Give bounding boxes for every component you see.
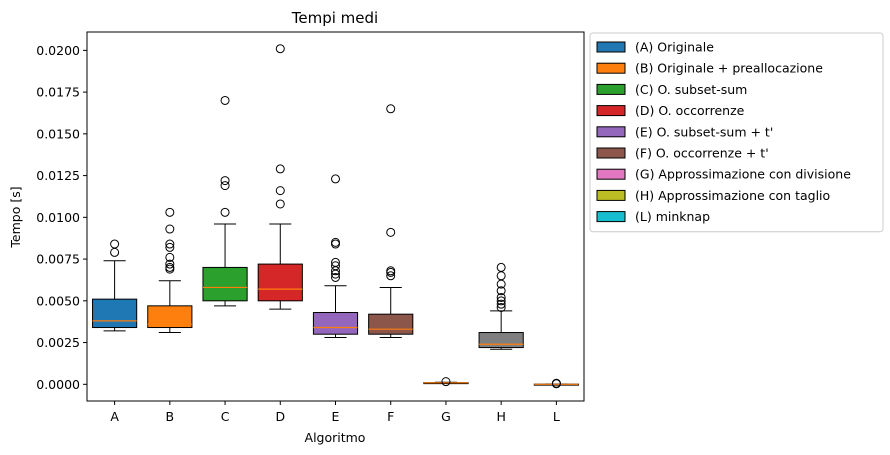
outlier-point [165, 207, 175, 217]
outlier-point [220, 176, 230, 186]
box-group-a [92, 239, 138, 332]
outlier-point [386, 104, 396, 114]
y-tick-label: 0.0075 [36, 252, 80, 267]
outlier-point [165, 252, 175, 262]
x-tick-label: E [332, 409, 340, 424]
legend-swatch [596, 83, 626, 95]
outlier-point [275, 164, 285, 174]
outlier-point [110, 247, 120, 257]
outlier-point [441, 377, 451, 387]
legend-label: (H) Approssimazione con taglio [635, 188, 830, 203]
x-tick-label: H [496, 409, 505, 424]
legend-label: (G) Approssimazione con divisione [635, 167, 851, 182]
outlier-point [331, 174, 340, 184]
y-axis-title: Tempo [s] [8, 186, 23, 248]
box-group-h [478, 262, 524, 350]
outlier-point [496, 292, 506, 302]
legend-swatch [596, 105, 626, 117]
box-h [478, 332, 524, 349]
outlier-point [220, 181, 230, 191]
outlier-point [220, 207, 230, 217]
legend-label: (L) minknap [635, 209, 710, 224]
box-f [368, 313, 414, 335]
x-tick-label: D [275, 409, 285, 424]
legend-swatch [596, 41, 626, 53]
legend-swatch [596, 147, 626, 159]
legend-swatch [596, 62, 626, 74]
box-b [147, 305, 193, 329]
x-tick-label: G [441, 409, 451, 424]
outlier-point [110, 239, 120, 249]
legend-label: (D) O. occorrenze [635, 103, 745, 118]
x-tick-label: L [553, 409, 560, 424]
y-tick-label: 0.0125 [36, 168, 80, 183]
x-axis-title: Algoritmo [305, 430, 366, 445]
y-tick-label: 0.0050 [36, 293, 80, 308]
outlier-point [551, 378, 561, 388]
x-tick-label: C [221, 409, 230, 424]
outlier-point [165, 224, 175, 234]
outlier-point [275, 199, 285, 209]
outlier-point [496, 299, 506, 309]
outlier-point [496, 262, 506, 272]
legend-label: (B) Originale + preallocazione [635, 61, 823, 76]
outlier-point [165, 242, 175, 252]
box-group-g [423, 377, 469, 387]
outlier-point [220, 95, 230, 105]
plot-frame [86, 31, 585, 402]
legend-swatch [596, 189, 626, 201]
outlier-point [496, 286, 506, 296]
outlier-point [275, 186, 285, 196]
y-tick-label: 0.0150 [36, 126, 80, 141]
x-tick-label: A [110, 409, 119, 424]
box-group-b [147, 207, 193, 334]
outlier-point [496, 271, 506, 281]
chart-title: Tempi medi [291, 9, 378, 27]
outlier-point [331, 261, 340, 271]
outlier-point [331, 237, 340, 247]
box-d [257, 263, 303, 302]
legend: (A) Originale (B) Originale + preallocazi… [589, 32, 884, 233]
y-tick-label: 0.0000 [36, 377, 80, 392]
legend-label: (E) O. subset-sum + t' [635, 124, 773, 139]
legend-label: (C) O. subset-sum [635, 82, 747, 97]
legend-swatch [596, 211, 626, 223]
x-tick-label: B [166, 409, 175, 424]
outlier-point [496, 302, 506, 312]
outlier-point [165, 239, 175, 249]
outlier-point [386, 271, 396, 281]
y-tick-label: 0.0175 [36, 85, 80, 100]
y-tick-label: 0.0100 [36, 210, 80, 225]
x-tick-label: F [387, 409, 394, 424]
box-group-e [312, 174, 359, 339]
outlier-point [386, 266, 396, 276]
outlier-point [165, 259, 175, 269]
outlier-point [275, 44, 285, 54]
outlier-point [165, 262, 175, 272]
outlier-point [331, 272, 340, 282]
legend-label: (A) Originale [635, 40, 714, 55]
box-group-d [257, 44, 303, 310]
plot-area: 0.0000 0.0025 0.0050 0.0075 0.0100 0.0125 0.01… [36, 43, 579, 424]
legend-swatch [596, 126, 626, 138]
box-c [202, 266, 248, 302]
legend-frame [589, 32, 884, 233]
legend-swatch [596, 168, 626, 180]
outlier-point [331, 257, 340, 267]
box-e [312, 312, 359, 335]
legend-label: (F) O. occorrenze + t' [635, 146, 769, 161]
box-group-f [368, 104, 414, 339]
outlier-point [386, 227, 396, 237]
box-a [92, 298, 138, 329]
y-tick-label: 0.0200 [36, 43, 80, 58]
box-group-c [202, 95, 248, 307]
box-group-l [533, 378, 579, 389]
y-tick-label: 0.0025 [36, 335, 80, 350]
outlier-point [496, 296, 506, 306]
